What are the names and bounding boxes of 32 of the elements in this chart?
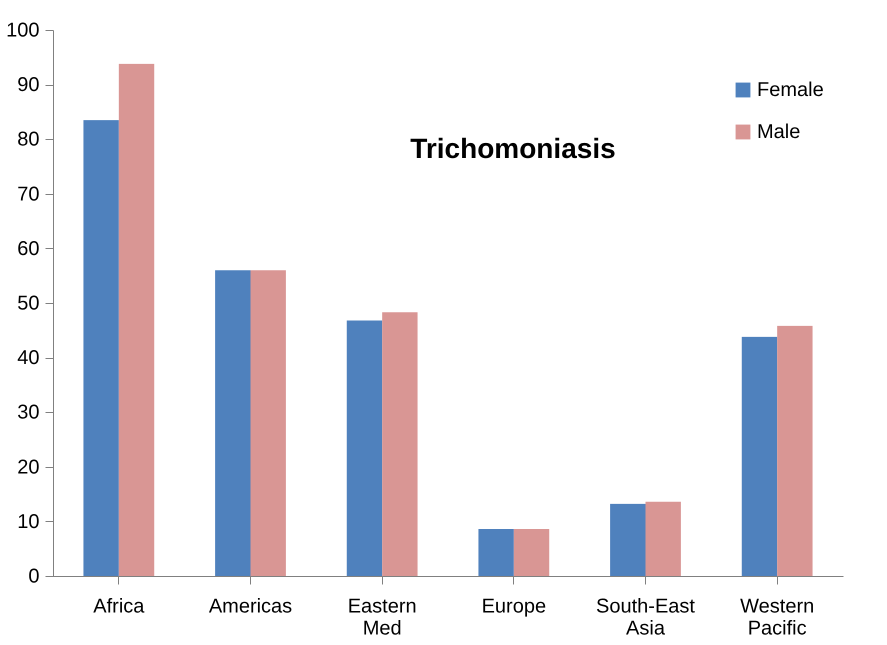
x-tick-label: Africa xyxy=(93,596,146,618)
y-tick-label: 100 xyxy=(6,20,40,42)
bar xyxy=(646,502,681,576)
y-tick-label: 40 xyxy=(17,347,40,370)
y-tick-label: 20 xyxy=(17,456,40,478)
bar xyxy=(215,270,250,576)
bar xyxy=(118,64,154,576)
x-tick-label: South-East Asia xyxy=(596,596,696,640)
x-tick-label: Western Pacific xyxy=(740,596,814,640)
x-tick-label: Europe xyxy=(482,596,546,618)
y-tick-label: 0 xyxy=(28,566,40,588)
y-tick-label: 50 xyxy=(17,292,40,314)
x-tick-label: Americas xyxy=(208,596,292,618)
legend-label: Female xyxy=(757,79,824,101)
bar xyxy=(610,504,646,576)
y-tick-label: 80 xyxy=(17,128,40,151)
y-tick-label: 30 xyxy=(17,402,40,424)
legend-label: Male xyxy=(757,121,800,143)
bar xyxy=(742,336,778,576)
bar xyxy=(514,529,550,576)
x-tick-label: Eastern Med xyxy=(348,596,417,640)
bar xyxy=(478,529,514,576)
bar xyxy=(346,320,382,576)
text: Trichomoniasis xyxy=(410,133,616,164)
y-tick-label: 70 xyxy=(17,183,40,206)
bar xyxy=(382,312,418,576)
bar xyxy=(83,120,119,576)
y-tick-label: 90 xyxy=(17,74,40,96)
y-tick-label: 10 xyxy=(17,510,40,533)
y-tick-label: 60 xyxy=(17,238,40,260)
bar xyxy=(777,326,813,576)
bar xyxy=(250,270,286,576)
